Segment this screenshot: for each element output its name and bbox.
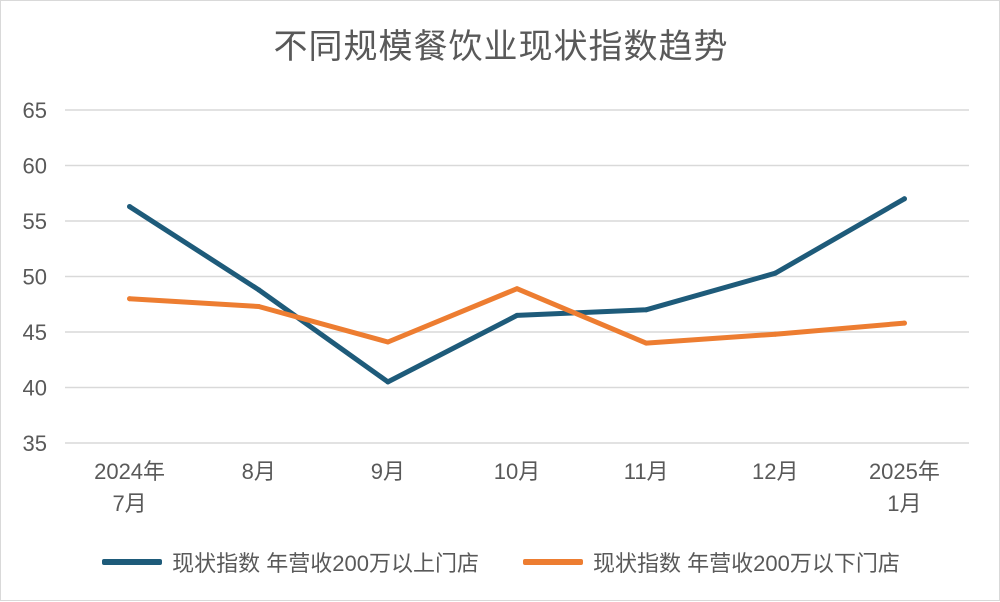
y-tick-label: 50: [23, 265, 47, 290]
y-tick-label: 35: [23, 431, 47, 456]
series-1-point: [514, 312, 520, 318]
series-1-point: [643, 307, 649, 313]
y-tick-label: 45: [23, 320, 47, 345]
series-1-point: [772, 270, 778, 276]
series-1-point: [127, 204, 133, 210]
x-tick-label: 2025年 1月: [869, 459, 940, 516]
legend-item-series-2: 现状指数 年营收200万以下门店: [523, 546, 900, 578]
legend-item-series-1: 现状指数 年营收200万以上门店: [102, 546, 479, 578]
series-1-point: [385, 379, 391, 385]
series-2-point: [127, 296, 133, 302]
y-tick-label: 60: [23, 154, 47, 179]
legend: 现状指数 年营收200万以上门店 现状指数 年营收200万以下门店: [1, 544, 1000, 580]
legend-label-series-2: 现状指数 年营收200万以下门店: [593, 551, 900, 576]
legend-swatch-series-2: [523, 559, 583, 565]
series-2-point: [256, 303, 262, 309]
legend-swatch-series-1: [102, 559, 163, 565]
x-tick-label: 2024年 7月: [94, 459, 165, 516]
series-2-point: [385, 339, 391, 345]
y-tick-label: 65: [23, 98, 47, 123]
y-tick-label: 40: [23, 376, 47, 401]
x-tick-label: 11月: [624, 459, 669, 484]
series-2-point: [901, 320, 907, 326]
x-tick-label: 9月: [371, 459, 405, 484]
series-1-point: [901, 196, 907, 202]
series-2-point: [514, 286, 520, 292]
series-2-point: [772, 331, 778, 337]
x-tick-label: 12月: [752, 459, 798, 484]
x-tick-label: 8月: [242, 459, 276, 484]
legend-label-series-1: 现状指数 年营收200万以上门店: [172, 551, 479, 576]
y-tick-label: 55: [23, 209, 47, 234]
x-tick-label: 10月: [494, 459, 540, 484]
chart-title: 不同规模餐饮业现状指数趋势: [273, 28, 729, 66]
series-1-point: [256, 287, 262, 293]
series-2-point: [643, 340, 649, 346]
